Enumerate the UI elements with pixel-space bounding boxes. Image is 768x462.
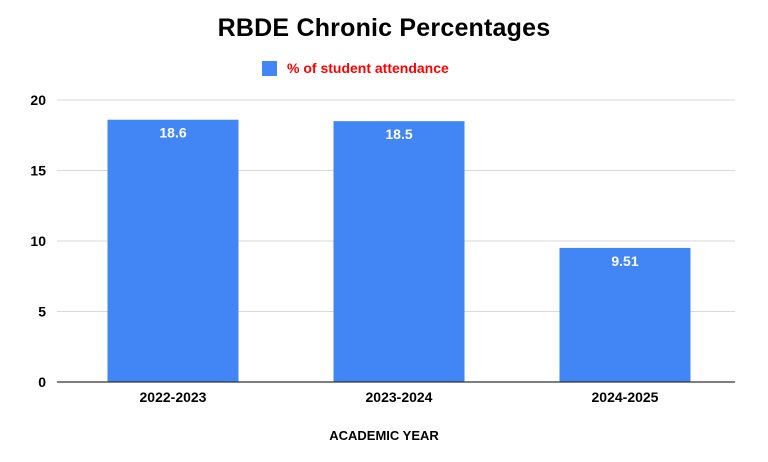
chart-title: RBDE Chronic Percentages bbox=[217, 14, 551, 42]
legend-swatch bbox=[262, 60, 277, 76]
x-tick-label: 2022-2023 bbox=[140, 389, 207, 405]
data-label: 18.5 bbox=[385, 126, 412, 142]
bar bbox=[333, 121, 465, 383]
y-tick-label: 15 bbox=[30, 163, 46, 179]
y-tick-label: 5 bbox=[38, 304, 46, 320]
bar bbox=[107, 119, 239, 383]
data-label: 9.51 bbox=[611, 253, 638, 269]
x-tick-label: 2024-2025 bbox=[592, 389, 659, 405]
data-label: 18.6 bbox=[159, 125, 186, 141]
y-tick-label: 10 bbox=[30, 233, 46, 249]
bar bbox=[559, 247, 691, 382]
legend-label: % of student attendance bbox=[287, 60, 449, 76]
y-tick-label: 20 bbox=[30, 92, 46, 108]
x-tick-label: 2023-2024 bbox=[366, 389, 433, 405]
legend: % of student attendance bbox=[262, 58, 449, 78]
y-tick-label: 0 bbox=[38, 374, 46, 390]
x-axis-title: ACADEMIC YEAR bbox=[329, 428, 439, 443]
